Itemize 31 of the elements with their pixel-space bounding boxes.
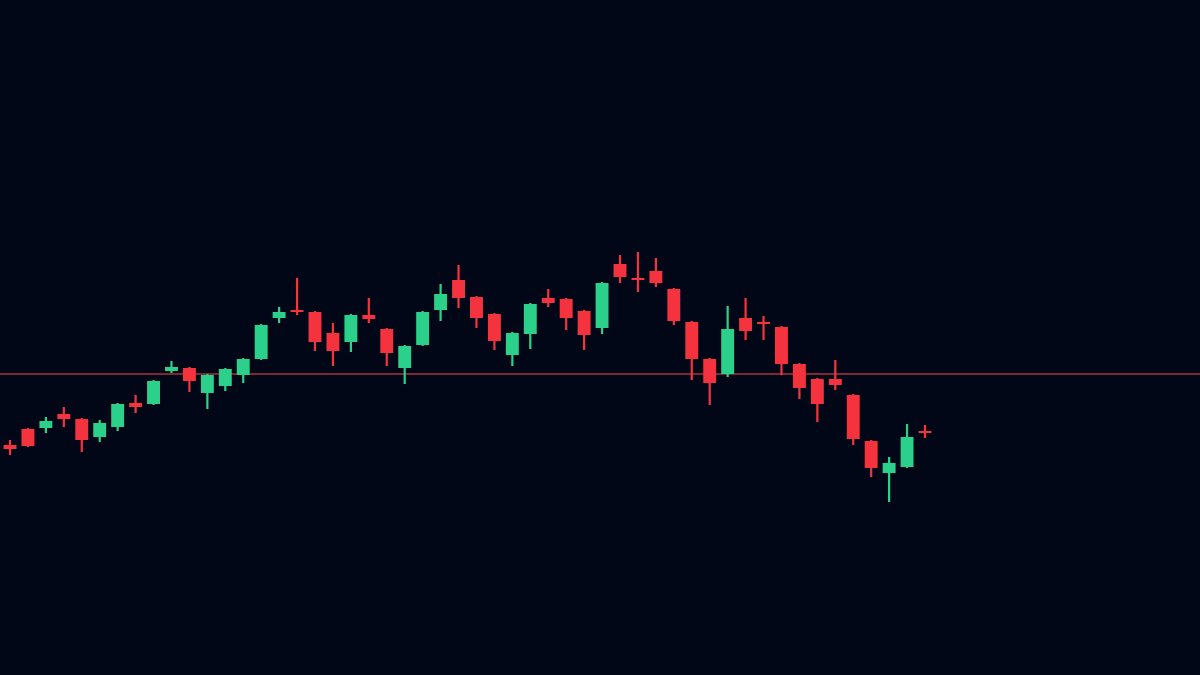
candlestick bbox=[559, 296, 573, 332]
candlestick bbox=[452, 263, 465, 310]
candlestick bbox=[434, 282, 448, 323]
candlestick bbox=[218, 366, 232, 393]
candlestick bbox=[631, 250, 645, 294]
candlestick bbox=[757, 314, 770, 342]
candlestick bbox=[792, 361, 806, 401]
candlestick bbox=[613, 253, 627, 285]
candlestick bbox=[739, 296, 753, 342]
candlestick bbox=[147, 378, 160, 407]
candlestick bbox=[57, 405, 71, 429]
candlestick bbox=[182, 365, 196, 394]
candlestick bbox=[398, 343, 412, 386]
candlestick bbox=[505, 330, 519, 368]
candlestick bbox=[21, 426, 35, 449]
candlestick bbox=[93, 418, 107, 444]
candlestick bbox=[882, 455, 896, 504]
candlestick bbox=[236, 356, 250, 385]
candlestick bbox=[380, 326, 394, 368]
candlestick bbox=[75, 416, 89, 454]
candlestick bbox=[200, 372, 214, 411]
candlestick bbox=[290, 276, 304, 317]
candlestick bbox=[362, 296, 376, 325]
candlestick bbox=[649, 256, 663, 289]
candlestick bbox=[577, 308, 591, 352]
candlestick bbox=[703, 356, 717, 407]
candlestick bbox=[470, 294, 483, 330]
candlestick bbox=[828, 358, 842, 392]
candlestick bbox=[111, 401, 125, 433]
candlestick bbox=[129, 393, 143, 415]
candlestick bbox=[326, 321, 340, 368]
